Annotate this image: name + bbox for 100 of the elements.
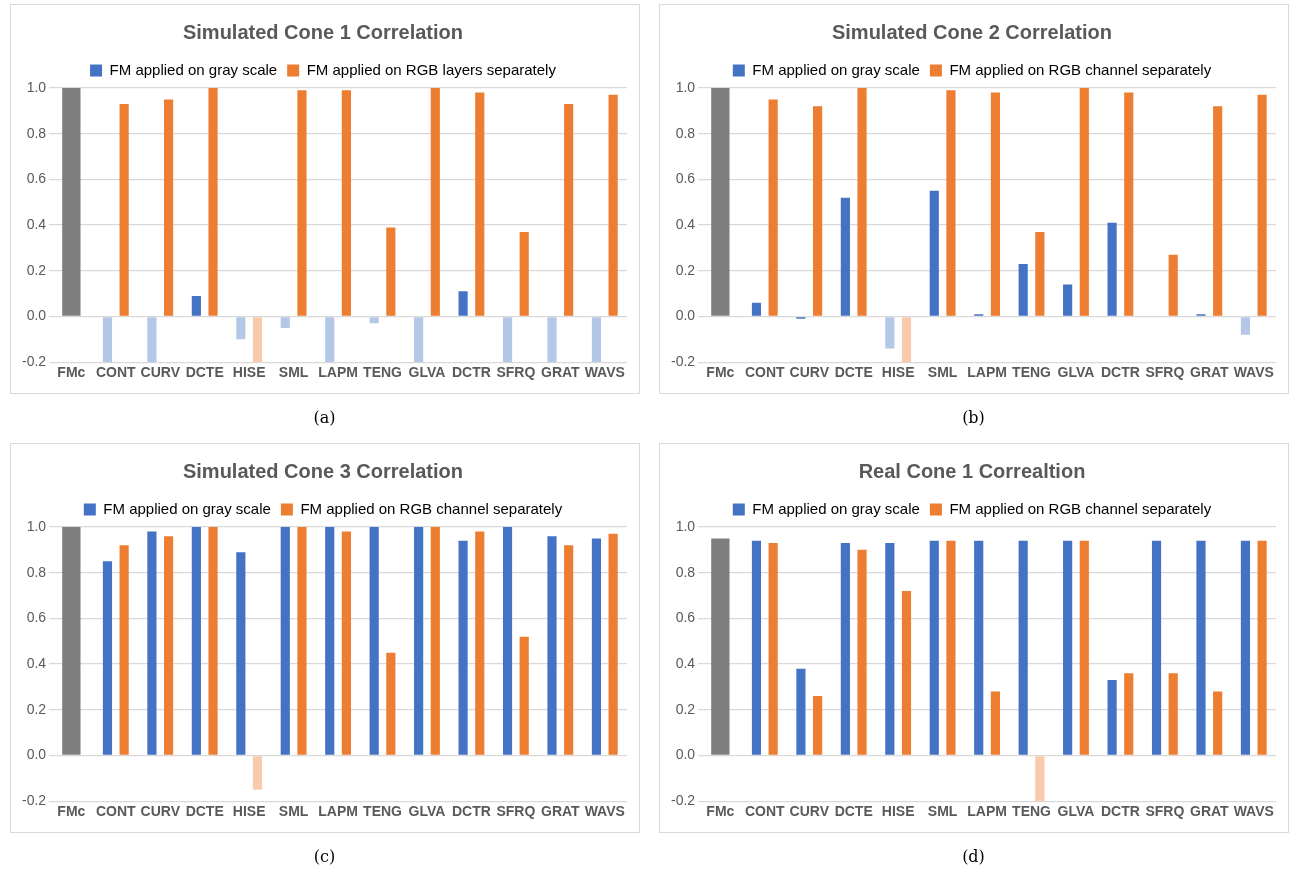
legend-label: FM applied on RGB channel separately xyxy=(948,499,1212,517)
bar xyxy=(990,92,1000,316)
bar xyxy=(296,527,307,755)
x-tick-label: GRAT xyxy=(540,803,580,820)
bar xyxy=(280,527,290,755)
bar xyxy=(1151,540,1161,755)
bar xyxy=(430,88,440,316)
bar xyxy=(929,540,939,755)
x-tick-label: FMc xyxy=(705,803,735,820)
bar xyxy=(1195,540,1206,755)
y-tick-label: 0.0 xyxy=(26,746,46,763)
x-tick-label: DCTE xyxy=(834,803,873,820)
bar xyxy=(385,227,395,316)
bar xyxy=(341,531,351,755)
y-tick-label: 0.4 xyxy=(26,215,46,232)
x-tick-label: DCTE xyxy=(834,364,873,381)
x-tick-label: CURV xyxy=(789,803,830,820)
bar xyxy=(1257,540,1267,755)
bar xyxy=(945,540,956,755)
bar xyxy=(1018,263,1028,316)
bar xyxy=(102,317,112,363)
bar xyxy=(546,536,557,755)
bar xyxy=(102,561,112,755)
bar xyxy=(324,317,334,363)
text: (c) xyxy=(313,847,336,866)
bar xyxy=(1062,540,1072,755)
y-tick-label: 1.0 xyxy=(675,517,695,534)
x-tick-label: DCTR xyxy=(451,364,491,381)
bar xyxy=(591,317,601,363)
y-tick-label: 0.2 xyxy=(675,700,695,717)
bar xyxy=(458,540,468,755)
x-tick-label: SFRQ xyxy=(495,364,535,381)
bar xyxy=(502,317,512,363)
y-tick-label: 0.4 xyxy=(26,654,46,671)
y-tick-label: 1.0 xyxy=(675,78,695,95)
bar xyxy=(1079,540,1089,755)
bar xyxy=(369,317,379,324)
x-tick-label: FMc xyxy=(705,364,735,381)
x-tick-label: CONT xyxy=(744,803,785,820)
x-tick-label: GRAT xyxy=(1189,803,1229,820)
x-tick-label: SML xyxy=(927,364,958,381)
x-tick-label: WAVS xyxy=(1233,364,1274,381)
chart-title: Simulated Cone 3 Correlation xyxy=(182,459,463,482)
bar xyxy=(768,99,778,316)
bar xyxy=(191,527,201,755)
x-tick-label: LAPM xyxy=(966,803,1007,820)
x-tick-label: WAVS xyxy=(584,803,625,820)
x-tick-label: CURV xyxy=(140,364,181,381)
bar xyxy=(119,104,129,316)
bar xyxy=(280,317,290,328)
y-tick-label: 0.2 xyxy=(26,261,46,278)
y-tick-label: 0.6 xyxy=(675,609,695,626)
bar xyxy=(1123,673,1133,755)
bar xyxy=(973,540,983,755)
bar xyxy=(608,533,618,755)
x-tick-label: DCTR xyxy=(1100,803,1140,820)
x-tick-label: WAVS xyxy=(584,364,625,381)
bar xyxy=(884,543,894,755)
legend-label: FM applied on RGB channel separately xyxy=(299,499,563,517)
bar xyxy=(812,696,822,755)
x-tick-label: LAPM xyxy=(317,803,358,820)
bar xyxy=(474,531,484,755)
x-tick-label: DCTR xyxy=(1100,364,1140,381)
x-tick-label: CONT xyxy=(95,803,136,820)
x-tick-label: SML xyxy=(278,803,309,820)
x-tick-label: HISE xyxy=(881,364,914,381)
bar xyxy=(563,104,573,316)
y-tick-label: -0.2 xyxy=(670,792,695,809)
chart-title: Real Cone 1 Correaltion xyxy=(858,459,1085,482)
bar xyxy=(207,88,218,316)
chart-title: Simulated Cone 2 Correlation xyxy=(831,20,1112,43)
y-tick-label: 0.8 xyxy=(26,563,46,580)
y-tick-label: 0.0 xyxy=(675,746,695,763)
x-tick-label: DCTR xyxy=(451,803,491,820)
bar xyxy=(1123,92,1133,316)
x-tick-label: FMc xyxy=(56,364,86,381)
bar xyxy=(856,549,867,755)
x-tick-label: LAPM xyxy=(966,364,1007,381)
bar xyxy=(884,317,894,349)
bar xyxy=(608,94,618,316)
bar xyxy=(1018,540,1028,755)
bar xyxy=(1034,756,1044,802)
bar xyxy=(296,90,307,316)
y-tick-label: 0.8 xyxy=(675,124,695,141)
x-tick-label: GLVA xyxy=(408,364,445,381)
y-tick-label: 0.0 xyxy=(675,307,695,324)
bar xyxy=(163,99,173,316)
x-tick-label: GLVA xyxy=(408,803,445,820)
x-tick-label: GRAT xyxy=(1189,364,1229,381)
bar xyxy=(751,540,761,755)
text: (a) xyxy=(313,408,336,427)
bar xyxy=(146,317,156,363)
bar xyxy=(385,652,395,755)
x-tick-label: TENG xyxy=(1011,364,1051,381)
bar xyxy=(1240,317,1250,335)
bar xyxy=(1240,540,1250,755)
bar xyxy=(163,536,173,755)
bar xyxy=(1107,222,1117,316)
bar xyxy=(235,552,245,755)
bar xyxy=(146,531,156,755)
